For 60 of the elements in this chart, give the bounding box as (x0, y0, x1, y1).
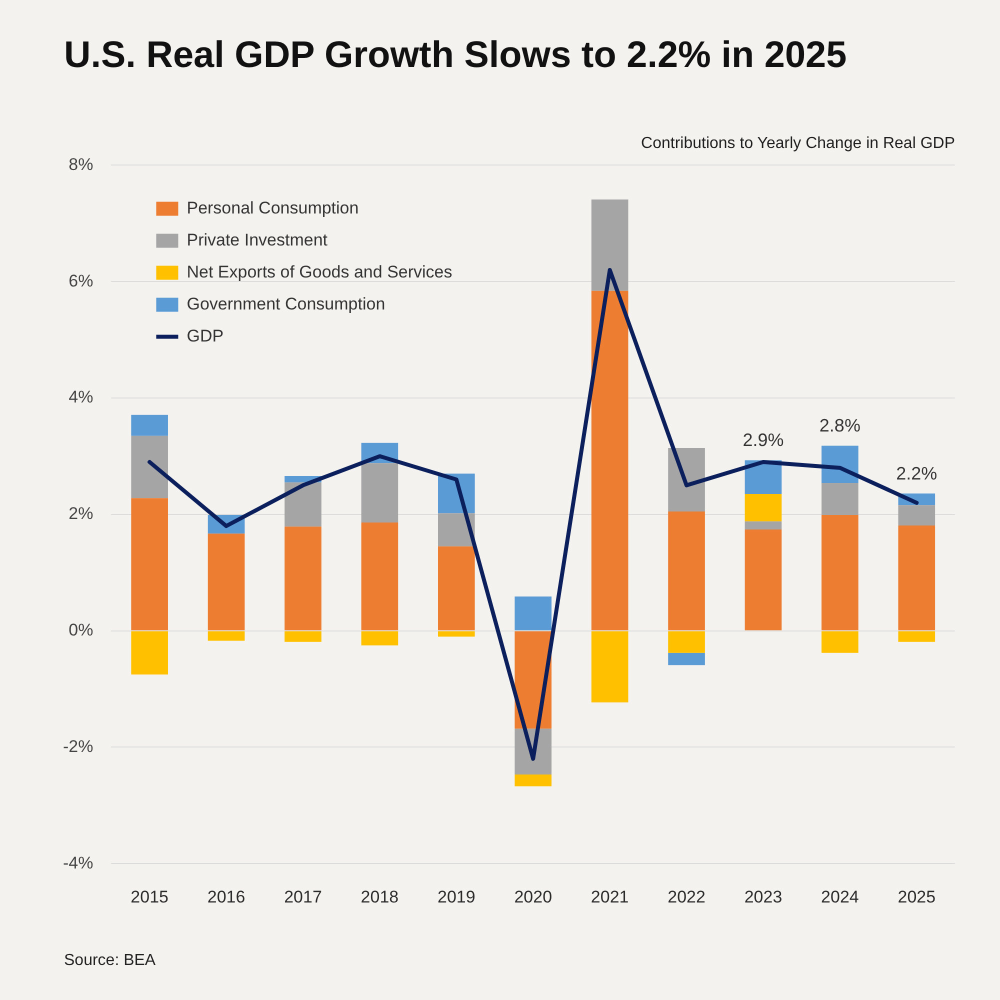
bar (284, 482, 322, 527)
bar (438, 546, 475, 630)
bar (514, 596, 552, 630)
legend-label: Private Investment (186, 230, 328, 250)
bar (514, 774, 552, 786)
x-tick-label: 2021 (590, 887, 629, 906)
data-label: 2.9% (742, 430, 784, 450)
y-tick-label: 0% (68, 620, 94, 640)
data-label: 2.2% (896, 463, 938, 484)
chart-subtitle: Contributions to Yearly Change in Real GDP (641, 135, 955, 152)
bar (131, 436, 168, 498)
bar (822, 482, 858, 515)
bar (208, 631, 245, 641)
chart-title: U.S. Real GDP Growth Slows to 2.2% in 2025 (64, 34, 847, 76)
source-note: Source: BEA (64, 952, 156, 970)
legend-label: Government Consumption (186, 294, 386, 314)
x-tick-label: 2019 (437, 887, 476, 906)
x-tick-label: 2022 (668, 887, 706, 906)
bar (131, 414, 168, 436)
y-tick-label: -2% (62, 736, 94, 756)
bar (591, 290, 628, 630)
y-tick-label: 2% (68, 504, 94, 524)
y-tick-label: 4% (68, 388, 94, 407)
bar (744, 521, 782, 530)
bar (744, 530, 782, 630)
bar (131, 631, 168, 674)
bar (284, 526, 322, 630)
bar (898, 631, 936, 642)
bar (208, 534, 245, 630)
x-tick-label: 2023 (744, 887, 782, 906)
x-tick-label: 2020 (514, 887, 552, 906)
x-tick-label: 2025 (898, 887, 936, 906)
x-tick-label: 2015 (130, 887, 168, 906)
bar (898, 505, 936, 526)
bar (438, 631, 475, 637)
legend-label: Personal Consumption (186, 198, 359, 218)
bar (591, 631, 628, 702)
bar (668, 652, 705, 666)
x-tick-label: 2016 (207, 887, 246, 906)
bar (668, 631, 705, 653)
legend-label: GDP (186, 326, 224, 346)
data-label: 2.8% (819, 416, 860, 436)
bar (822, 631, 858, 653)
bar (361, 522, 398, 630)
bar (284, 631, 322, 642)
bar (361, 463, 398, 523)
x-tick-label: 2017 (284, 887, 322, 906)
bar (131, 498, 168, 630)
bar (744, 494, 782, 522)
bar (668, 511, 705, 630)
legend-label: Net Exports of Goods and Services (186, 262, 452, 282)
x-tick-label: 2024 (821, 887, 859, 906)
bar (361, 631, 398, 646)
y-tick-label: 6% (68, 271, 94, 290)
bar (822, 514, 858, 630)
x-tick-label: 2018 (360, 887, 399, 906)
bar (898, 525, 936, 630)
y-tick-label: 8% (68, 154, 94, 174)
y-tick-label: -4% (62, 853, 94, 872)
bar (591, 200, 628, 291)
